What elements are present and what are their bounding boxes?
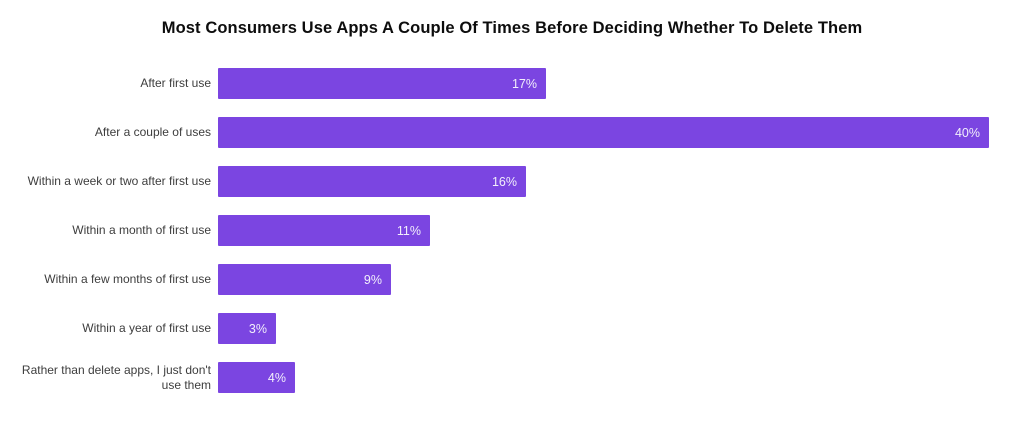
chart-row: After first use 17% — [0, 68, 1024, 99]
category-label: Within a week or two after first use — [27, 174, 211, 189]
bar-track: 17% — [218, 68, 1024, 99]
category-label: After first use — [140, 76, 211, 91]
chart-title: Most Consumers Use Apps A Couple Of Time… — [161, 19, 863, 37]
bar-track: 16% — [218, 166, 1024, 197]
bar: 17% — [218, 68, 546, 99]
bar-track: 40% — [218, 117, 1024, 148]
bar-track: 4% — [218, 362, 1024, 393]
bar: 11% — [218, 215, 430, 246]
chart-row: Within a year of first use 3% — [0, 313, 1024, 344]
chart-row: Rather than delete apps, I just don't us… — [0, 362, 1024, 393]
category-label: Within a year of first use — [82, 321, 211, 336]
plot-area: After first use 17% After a couple of uses… — [0, 68, 1024, 393]
bar-track: 11% — [218, 215, 1024, 246]
bar: 16% — [218, 166, 526, 197]
bar: 40% — [218, 117, 989, 148]
value-label: 3% — [248, 321, 267, 336]
value-label: 9% — [363, 272, 382, 287]
bar: 9% — [218, 264, 391, 295]
value-label: 4% — [267, 370, 286, 385]
chart-row: Within a week or two after first use 16% — [0, 166, 1024, 197]
chart-row: Within a month of first use 11% — [0, 215, 1024, 246]
category-label: After a couple of uses — [94, 125, 211, 140]
chart-row: After a couple of uses 40% — [0, 117, 1024, 148]
bar: 4% — [218, 362, 295, 393]
bar-track: 9% — [218, 264, 1024, 295]
value-label: 40% — [954, 125, 980, 140]
bar: 3% — [218, 313, 276, 344]
chart-row: Within a few months of first use 9% — [0, 264, 1024, 295]
category-label: Within a few months of first use — [44, 272, 211, 287]
value-label: 11% — [396, 223, 421, 238]
value-label: 17% — [511, 76, 537, 91]
category-label: Within a month of first use — [72, 223, 211, 238]
category-label: Rather than delete apps, I just don't us… — [21, 363, 211, 392]
value-label: 16% — [491, 174, 517, 189]
bar-track: 3% — [218, 313, 1024, 344]
